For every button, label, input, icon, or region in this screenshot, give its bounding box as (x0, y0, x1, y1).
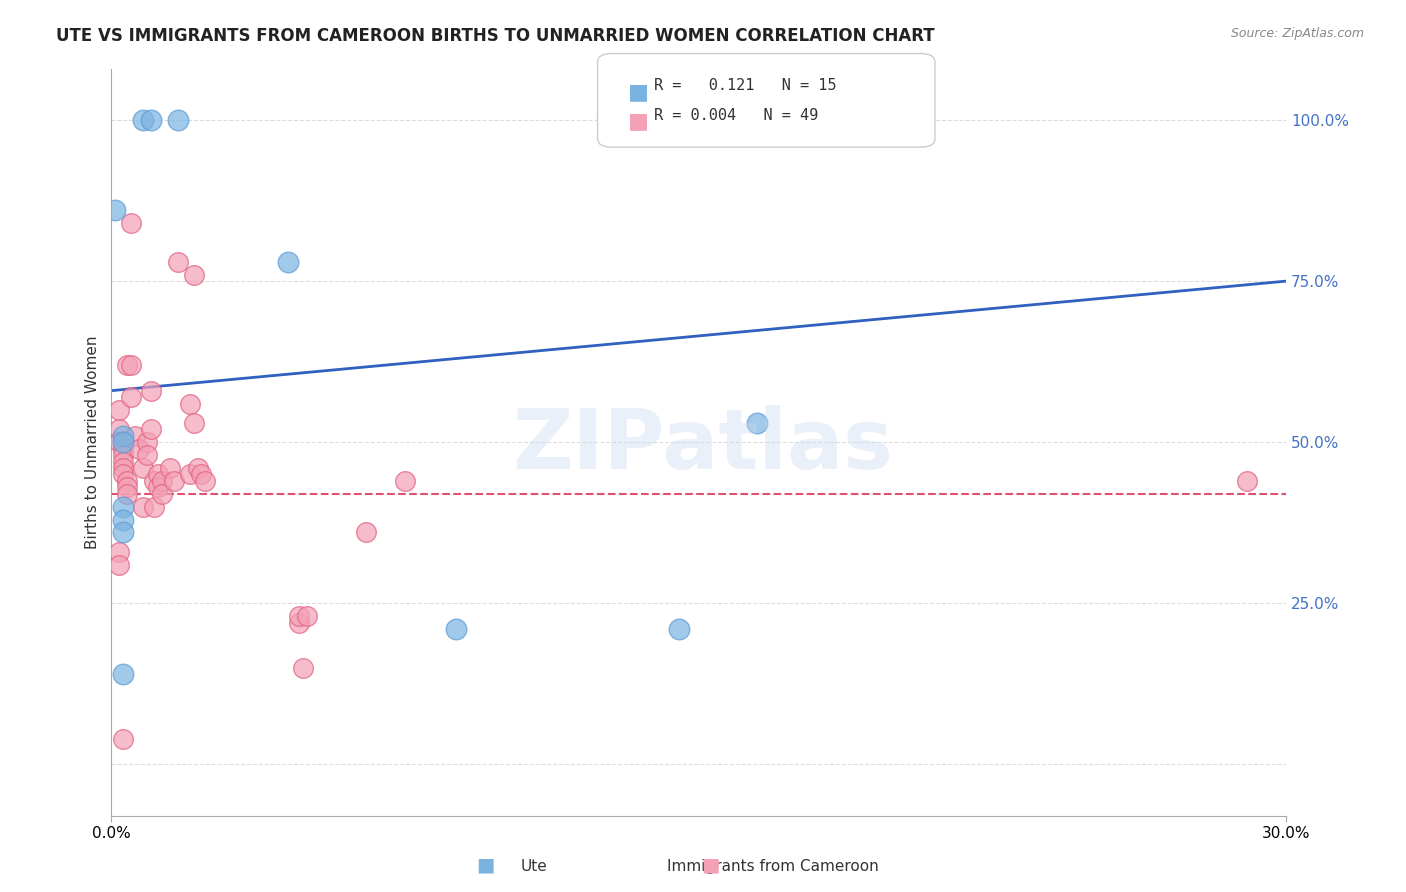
Text: R = 0.004   N = 49: R = 0.004 N = 49 (654, 108, 818, 123)
Point (183, 416, 205, 430)
Text: R =   0.121   N = 15: R = 0.121 N = 15 (654, 78, 837, 94)
Point (179, 467, 201, 482)
Point (277, 255, 299, 269)
Point (148, 480, 170, 494)
Point (394, 474, 416, 488)
Point (187, 461, 209, 475)
Point (108, 403, 131, 417)
Point (115, 474, 138, 488)
Point (112, 731, 135, 746)
Point (112, 442, 135, 456)
Point (112, 512, 135, 526)
Point (108, 422, 131, 436)
Point (132, 113, 155, 128)
Point (128, 442, 150, 456)
Point (139, 384, 162, 398)
Point (288, 615, 311, 630)
Point (115, 487, 138, 501)
Text: Immigrants from Cameroon: Immigrants from Cameroon (668, 859, 879, 874)
Point (112, 448, 135, 462)
Point (139, 422, 162, 436)
Point (112, 667, 135, 681)
Point (354, 525, 377, 540)
Text: ■: ■ (475, 855, 495, 874)
Point (288, 609, 311, 624)
Text: ■: ■ (628, 82, 650, 102)
Point (159, 461, 181, 475)
Point (444, 622, 467, 636)
Point (143, 500, 166, 514)
Point (167, 255, 190, 269)
Text: ■: ■ (628, 112, 650, 131)
Point (115, 480, 138, 494)
Point (112, 435, 135, 450)
Point (292, 661, 315, 675)
Point (112, 429, 135, 443)
Point (104, 203, 127, 218)
Text: Source: ZipAtlas.com: Source: ZipAtlas.com (1230, 27, 1364, 40)
Point (108, 545, 131, 559)
Point (844, 113, 866, 128)
Y-axis label: Births to Unmarried Women: Births to Unmarried Women (86, 335, 100, 549)
Point (194, 474, 217, 488)
Point (120, 216, 142, 230)
Text: ZIPatlas: ZIPatlas (513, 406, 893, 486)
Point (179, 396, 201, 410)
Point (143, 474, 166, 488)
Point (135, 448, 157, 462)
Point (112, 454, 135, 468)
Point (112, 461, 135, 475)
Text: ■: ■ (700, 855, 720, 874)
Point (295, 609, 318, 624)
Point (163, 474, 186, 488)
Point (124, 429, 146, 443)
Point (108, 558, 131, 572)
Point (1236, 474, 1258, 488)
Point (112, 467, 135, 482)
Point (115, 358, 138, 372)
Point (132, 500, 155, 514)
Point (112, 525, 135, 540)
Point (668, 622, 690, 636)
Point (747, 416, 769, 430)
Point (132, 461, 155, 475)
Point (150, 487, 173, 501)
Point (135, 435, 157, 450)
Text: UTE VS IMMIGRANTS FROM CAMEROON BIRTHS TO UNMARRIED WOMEN CORRELATION CHART: UTE VS IMMIGRANTS FROM CAMEROON BIRTHS T… (56, 27, 935, 45)
Point (120, 390, 142, 404)
Text: Ute: Ute (520, 859, 548, 874)
Point (139, 113, 162, 128)
Point (108, 435, 131, 450)
Point (183, 268, 205, 282)
Point (167, 113, 190, 128)
Point (112, 500, 135, 514)
Point (150, 474, 173, 488)
Point (190, 467, 212, 482)
Point (148, 467, 170, 482)
Point (120, 358, 142, 372)
